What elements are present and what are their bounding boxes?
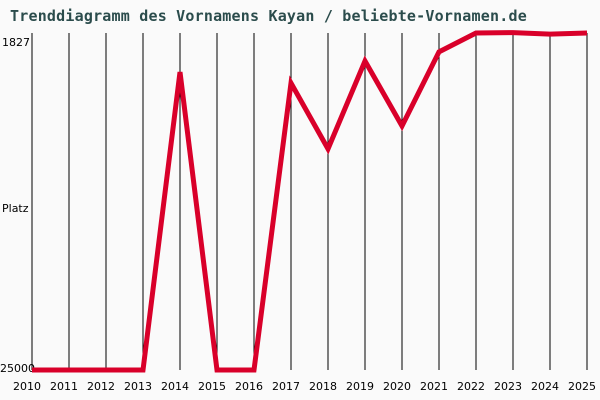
x-tick-label: 2016 (235, 380, 263, 393)
x-tick-label: 2015 (198, 380, 226, 393)
x-tick-label: 2012 (87, 380, 115, 393)
y-axis-label: Platz (2, 202, 29, 215)
chart-title: Trenddiagramm des Vornamens Kayan / beli… (10, 7, 527, 25)
x-tick-label: 2020 (383, 380, 411, 393)
x-tick-label: 2022 (457, 380, 485, 393)
data-line (32, 30, 588, 373)
x-tick-label: 2025 (568, 380, 596, 393)
y-tick-bottom: 25000 (0, 362, 35, 375)
x-tick-label: 2011 (50, 380, 78, 393)
x-tick-label: 2014 (161, 380, 189, 393)
x-tick-label: 2024 (531, 380, 559, 393)
x-tick-label: 2017 (272, 380, 300, 393)
x-tick-label: 2013 (124, 380, 152, 393)
x-tick-label: 2023 (494, 380, 522, 393)
x-tick-label: 2021 (420, 380, 448, 393)
x-tick-label: 2019 (346, 380, 374, 393)
y-tick-top: 1827 (2, 36, 30, 49)
x-tick-label: 2018 (309, 380, 337, 393)
x-tick-label: 2010 (13, 380, 41, 393)
